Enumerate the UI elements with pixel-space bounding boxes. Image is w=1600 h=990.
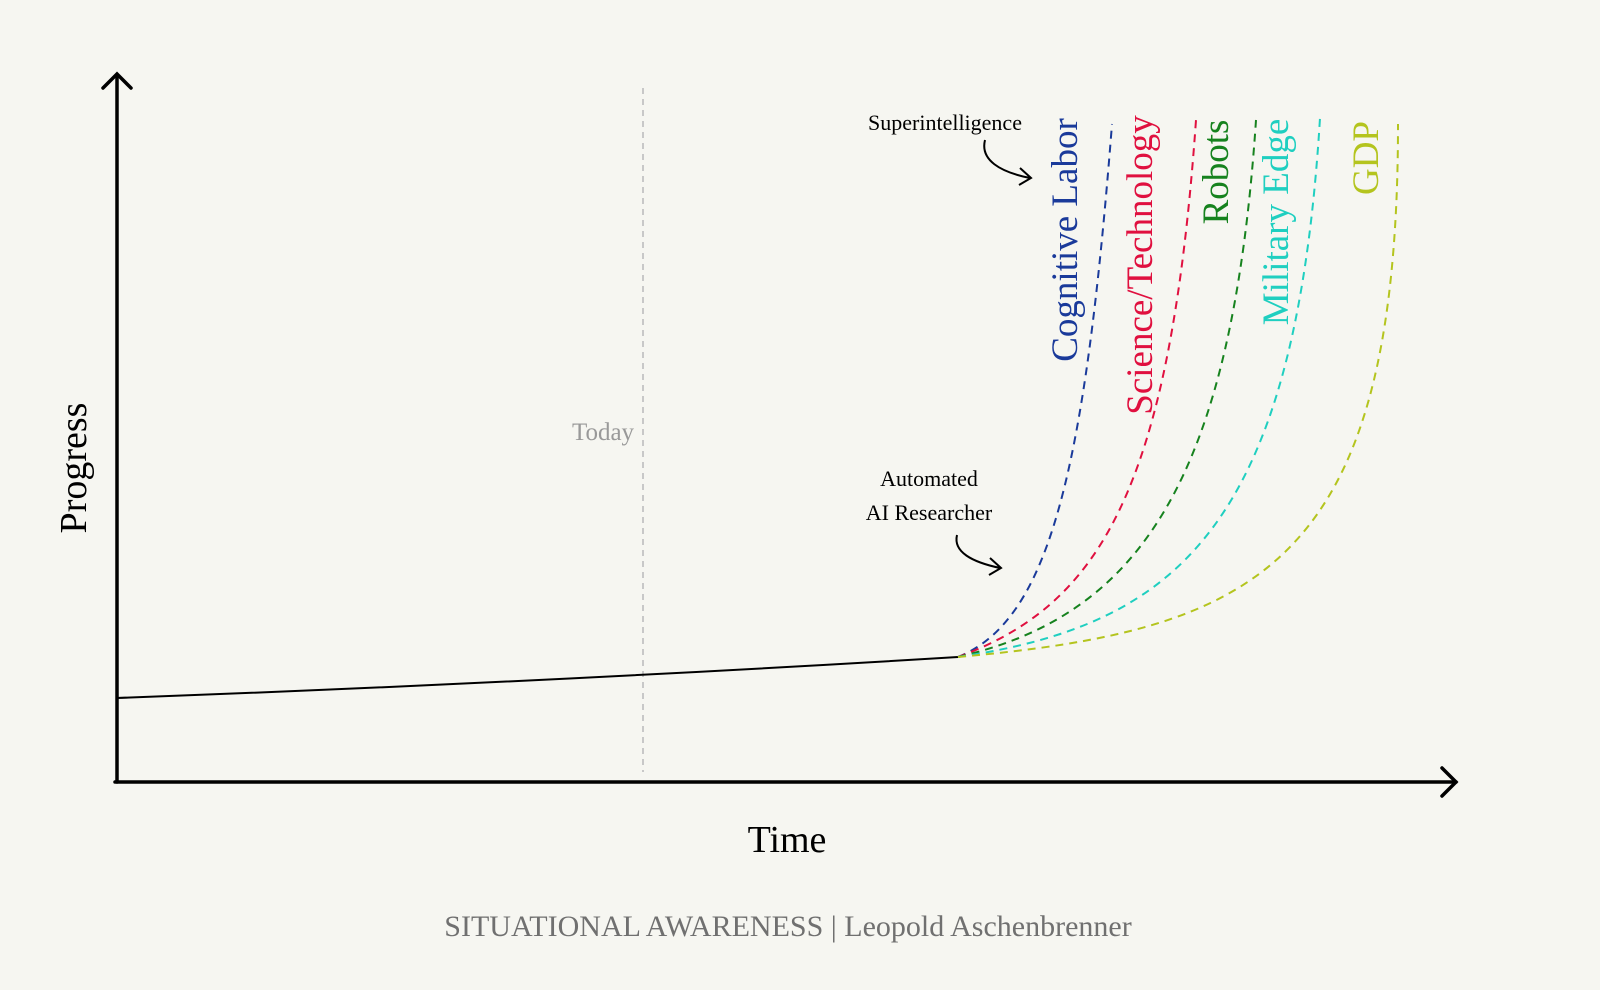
- series-label-military-edge: Military Edge: [1256, 119, 1297, 326]
- series-line-gdp: [957, 123, 1399, 658]
- x-axis-arrowhead: [1440, 766, 1459, 798]
- automated-label-line2: AI Researcher: [866, 500, 993, 525]
- series-line-robots: [957, 119, 1257, 658]
- baseline-line: [115, 656, 959, 699]
- y-axis-arrowhead: [101, 71, 133, 90]
- series-label-cognitive-labor: Cognitive Labor: [1045, 118, 1086, 362]
- today-label: Today: [572, 419, 635, 446]
- series-line-cognitive-labor: [957, 123, 1113, 658]
- footer-credit: SITUATIONAL AWARENESS | Leopold Aschenbr…: [444, 910, 1131, 943]
- series-line-military-edge: [957, 117, 1321, 658]
- series-label-gdp: GDP: [1346, 121, 1387, 195]
- y-axis-label: Progress: [53, 403, 95, 534]
- x-axis-label: Time: [748, 819, 827, 861]
- automated-label-line1: Automated: [880, 466, 978, 491]
- automated-arrow-icon: [955, 534, 1003, 576]
- x-axis: [113, 766, 1459, 798]
- superintelligence-label: Superintelligence: [868, 110, 1022, 135]
- series-label-robots: Robots: [1196, 120, 1237, 225]
- superintelligence-arrow-icon: [983, 139, 1033, 186]
- series-layer: Cognitive Labor Science/Technology Robots M…: [957, 115, 1399, 658]
- y-axis: [101, 71, 133, 784]
- series-line-science-technology: [957, 119, 1197, 658]
- series-label-science-technology: Science/Technology: [1120, 115, 1161, 415]
